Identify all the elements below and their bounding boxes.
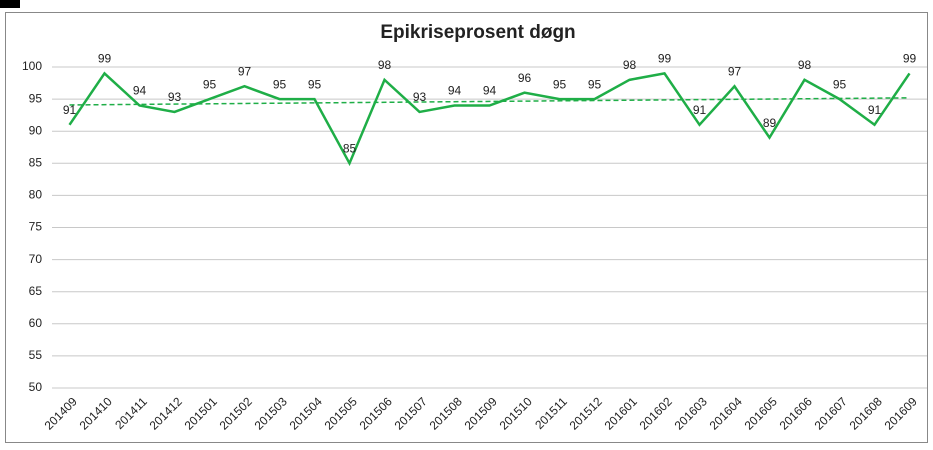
y-tick-label: 65 xyxy=(29,284,43,298)
data-label: 89 xyxy=(763,116,777,130)
data-label: 99 xyxy=(658,52,672,66)
data-label: 91 xyxy=(63,103,77,117)
y-tick-label: 80 xyxy=(29,188,43,202)
y-tick-label: 90 xyxy=(29,123,43,137)
y-tick-label: 95 xyxy=(29,91,43,105)
data-label: 94 xyxy=(133,84,147,98)
data-label: 99 xyxy=(98,52,112,66)
data-label: 91 xyxy=(868,103,882,117)
edge-fragment xyxy=(0,0,20,8)
data-label: 95 xyxy=(553,77,567,91)
data-label: 97 xyxy=(728,64,742,78)
data-label: 95 xyxy=(308,77,322,91)
data-label: 95 xyxy=(588,77,602,91)
y-tick-label: 50 xyxy=(29,380,43,394)
data-label: 91 xyxy=(693,103,707,117)
data-label: 94 xyxy=(483,84,497,98)
y-tick-label: 100 xyxy=(22,59,42,73)
data-label: 95 xyxy=(273,77,287,91)
data-label: 93 xyxy=(413,90,427,104)
y-tick-label: 60 xyxy=(29,316,43,330)
data-label: 93 xyxy=(168,90,182,104)
data-label: 99 xyxy=(903,52,917,66)
trendline xyxy=(69,97,910,106)
y-tick-label: 55 xyxy=(29,348,43,362)
chart-title: Epikriseprosent døgn xyxy=(380,22,575,43)
y-tick-label: 85 xyxy=(29,155,43,169)
data-line xyxy=(68,71,911,167)
data-label: 98 xyxy=(798,58,812,72)
y-tick-label: 75 xyxy=(29,220,43,234)
data-label: 85 xyxy=(343,141,357,155)
data-label: 96 xyxy=(518,71,532,85)
data-label: 98 xyxy=(378,58,392,72)
data-label: 98 xyxy=(623,58,637,72)
data-label: 95 xyxy=(833,77,847,91)
data-label: 94 xyxy=(448,84,462,98)
y-tick-label: 70 xyxy=(29,252,43,266)
data-label: 95 xyxy=(203,77,217,91)
data-label: 97 xyxy=(238,64,252,78)
